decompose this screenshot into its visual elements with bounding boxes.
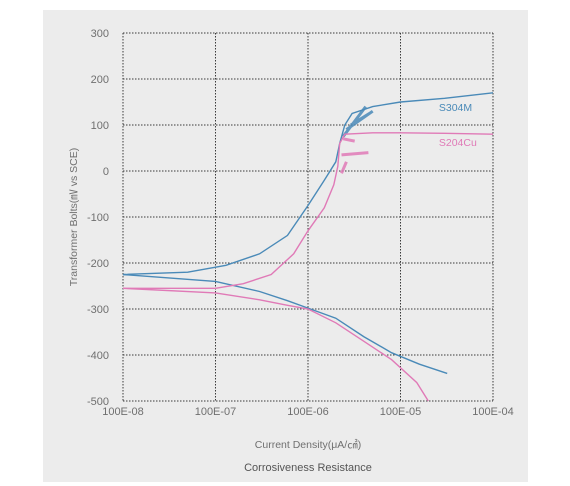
- y-tick-label: 200: [91, 74, 109, 86]
- y-tick-label: -400: [87, 350, 109, 362]
- x-tick-label: 100E-05: [380, 406, 422, 418]
- x-tick-label: 100E-06: [287, 406, 329, 418]
- chart-caption: Corrosiveness Resistance: [244, 462, 372, 474]
- chart-panel: 300 200 100 0 -100 -200 -300 -400 -500 100E-08 100…: [43, 10, 528, 482]
- series-s204cu-cathodic-curve: [122, 287, 429, 402]
- series-s304m-cathodic-curve: [122, 273, 448, 375]
- series-s204cu-noise-band: [340, 137, 369, 174]
- y-tick-label: -500: [87, 396, 109, 408]
- x-tick-label: 100E-07: [195, 406, 237, 418]
- y-tick-label: 0: [103, 166, 109, 178]
- x-tick-label: 100E-08: [102, 406, 144, 418]
- y-axis-title: Transformer Bolts(㎷ vs SCE): [68, 148, 80, 286]
- y-tick-label: -100: [87, 212, 109, 224]
- x-axis-title: Current Density(μA/㎠): [255, 439, 361, 451]
- series-label-s204cu: S204Cu: [439, 137, 477, 149]
- y-tick-label: -300: [87, 304, 109, 316]
- y-tick-label: -200: [87, 258, 109, 270]
- x-tick-label: 100E-04: [472, 406, 514, 418]
- series-label-s304m: S304M: [439, 102, 472, 114]
- series-s304m-noise-band: [342, 105, 374, 138]
- y-tick-label: 100: [91, 120, 109, 132]
- y-tick-label: 300: [91, 28, 109, 40]
- series-s304m-anodic-curve: [122, 92, 494, 276]
- series-s204cu-anodic-curve: [123, 132, 494, 289]
